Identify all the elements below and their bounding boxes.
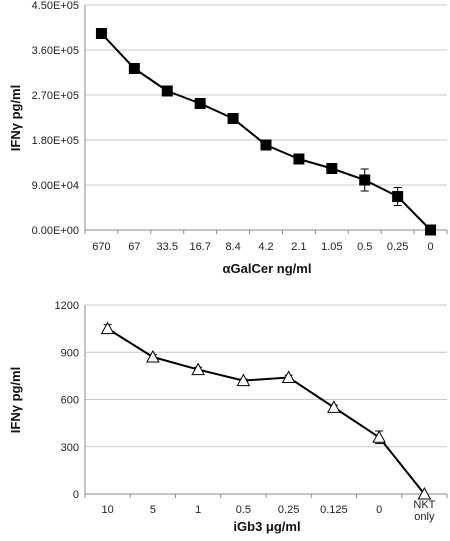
data-point [128, 63, 140, 74]
y-axis-label: IFNγ pg/ml [8, 367, 23, 433]
data-point [293, 153, 305, 165]
data-point [146, 349, 160, 363]
data-point [100, 321, 115, 335]
y-tick-label: 1200 [55, 300, 79, 312]
y-tick-label: 300 [61, 442, 79, 454]
data-point [281, 370, 296, 383]
x-tick-label: 33.5 [157, 241, 178, 253]
data-point [194, 98, 206, 109]
y-tick-label: 0.00E+00 [32, 225, 79, 237]
y-tick-label: 3.60E+05 [32, 45, 79, 57]
x-tick-label: 0.25 [387, 241, 408, 253]
y-tick-label: 600 [61, 395, 79, 407]
x-tick-label: 1 [195, 504, 201, 516]
data-point [236, 373, 251, 387]
x-axis-label: αGalCer ng/ml [223, 261, 312, 276]
x-axis-label: iGb3 μg/ml [233, 519, 300, 534]
data-point [191, 362, 205, 376]
x-tick-label: 10 [102, 504, 114, 516]
x-tick-label: 1.05 [321, 241, 342, 253]
x-tick-label: 67 [128, 241, 140, 253]
x-tick-label: 16.7 [189, 241, 210, 253]
x-tick-label: 4.2 [258, 241, 273, 253]
x-tick-label: 0 [376, 504, 382, 516]
data-point [359, 174, 371, 186]
series-line [107, 327, 426, 495]
y-tick-label: 1.80E+05 [32, 135, 79, 147]
data-point [327, 400, 341, 413]
data-point [260, 139, 272, 151]
chart-alphagalcer: IFNγ pg/ml αGalCer ng/ml 0.00E+00 9.00E+0… [8, 0, 448, 276]
y-axis-label: IFNγ pg/ml [8, 85, 23, 151]
y-tick-label: 0 [73, 489, 79, 501]
y-tick-label: 2.70E+05 [32, 90, 79, 102]
y-tick-label: 4.50E+05 [32, 0, 79, 12]
data-point [372, 430, 386, 443]
x-tick-label: 5 [150, 504, 156, 516]
x-tick-label: 0.25 [278, 504, 299, 516]
data-point [417, 486, 432, 500]
data-point [392, 191, 404, 202]
series-line [100, 32, 432, 231]
y-tick-label: 9.00E+04 [32, 180, 79, 192]
x-tick-label: NKT only [413, 499, 435, 523]
x-tick-label: 8.4 [225, 241, 240, 253]
data-point [161, 85, 173, 97]
x-tick-label: 2.1 [291, 241, 306, 253]
x-tick-label: 0 [427, 241, 433, 253]
data-point [227, 113, 239, 124]
x-tick-label: 0.5 [357, 241, 372, 253]
x-tick-label: 670 [92, 241, 110, 253]
data-point [425, 224, 437, 236]
data-point [95, 28, 107, 39]
x-tick-label: 0.125 [320, 504, 348, 516]
x-tick-label: 0.5 [236, 504, 251, 516]
data-point [326, 163, 338, 174]
y-tick-label: 900 [61, 347, 79, 359]
